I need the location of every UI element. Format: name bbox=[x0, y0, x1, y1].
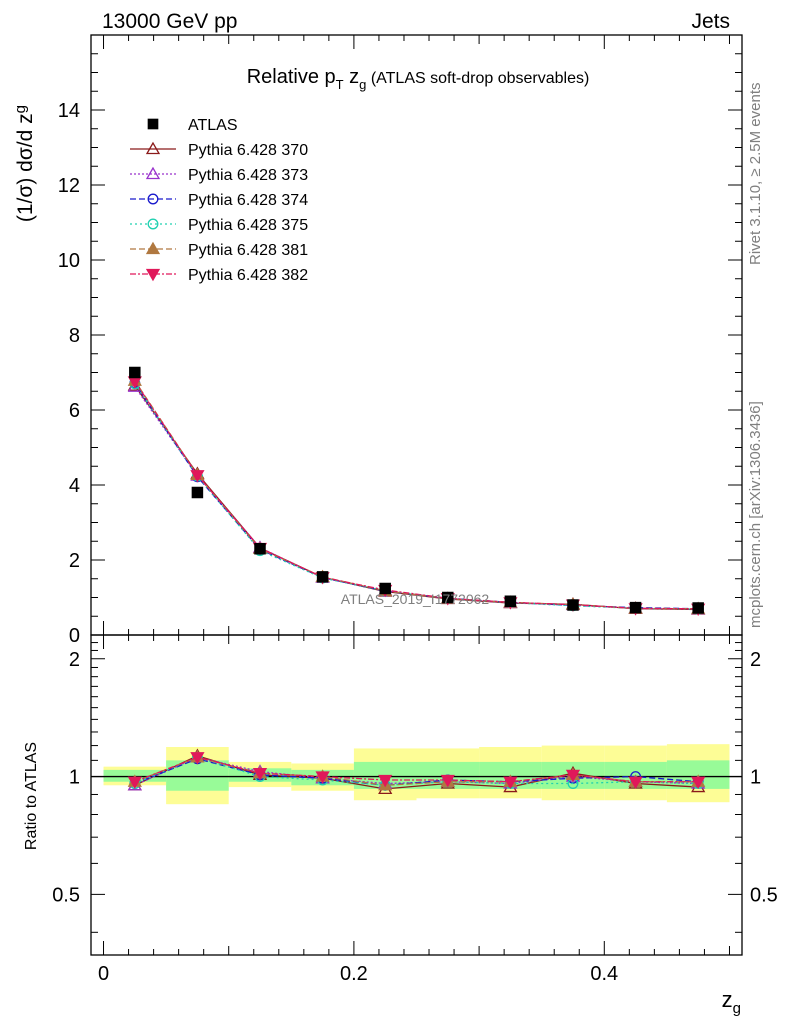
legend-entry: Pythia 6.428 382 bbox=[130, 267, 308, 284]
legend-entry: Pythia 6.428 373 bbox=[130, 166, 308, 184]
y-tick-label: 0 bbox=[69, 625, 80, 647]
data-point bbox=[129, 366, 141, 379]
ratio-series-line bbox=[134, 756, 699, 783]
ratio-series-point bbox=[440, 774, 455, 788]
data-point bbox=[692, 602, 704, 614]
ratio-tick-label-right: 0.5 bbox=[750, 884, 778, 906]
ratio-tick-label-right: 2 bbox=[750, 649, 761, 671]
data-point bbox=[316, 571, 329, 583]
y-tick-label: 4 bbox=[69, 475, 80, 497]
legend-marker bbox=[147, 218, 159, 230]
series-ratio-5 bbox=[127, 752, 706, 790]
legend-marker bbox=[145, 241, 161, 255]
energy-label: 13000 GeV pp bbox=[102, 10, 237, 33]
ratio-series-point bbox=[378, 774, 393, 788]
legend-marker bbox=[145, 141, 161, 155]
ratio-series-point bbox=[315, 771, 330, 784]
ratio-series-point bbox=[503, 776, 518, 790]
legend-label: Pythia 6.428 375 bbox=[188, 217, 308, 234]
rivet-version-label: Rivet 3.1.10, ≥ 2.5M events bbox=[747, 83, 764, 266]
y-tick-label: 6 bbox=[69, 400, 80, 422]
data-point bbox=[629, 601, 642, 614]
ratio-frame bbox=[90, 634, 743, 956]
legend-label: ATLAS bbox=[188, 117, 238, 134]
ratio-tick-label-right: 1 bbox=[750, 767, 761, 789]
ratio-axis-label: Ratio to ATLAS bbox=[23, 742, 40, 850]
ratio-series-point bbox=[252, 768, 268, 781]
series-line bbox=[134, 381, 699, 610]
data-point bbox=[504, 595, 517, 608]
mcplots-reference-label: mcplots.cern.ch [arXiv:1306.3436] bbox=[747, 401, 764, 628]
ratio-series-point bbox=[127, 776, 142, 790]
legend-entry: Pythia 6.428 375 bbox=[130, 217, 308, 234]
legend-marker bbox=[147, 118, 159, 130]
chart-title: Relative pT zg (ATLAS soft-drop observab… bbox=[247, 66, 590, 92]
analysis-watermark: ATLAS_2019_I1772062 bbox=[341, 591, 490, 607]
series-line bbox=[134, 380, 699, 610]
x-tick-label: 0.4 bbox=[590, 963, 618, 985]
data-point bbox=[379, 582, 391, 595]
ratio-tick-label: 0.5 bbox=[52, 884, 80, 906]
ratio-tick-label: 2 bbox=[69, 649, 80, 671]
x-tick-label: 0 bbox=[98, 963, 109, 985]
x-axis-label: zg bbox=[722, 987, 741, 1017]
legend-label: Pythia 6.428 370 bbox=[188, 142, 308, 159]
legend-label: Pythia 6.428 373 bbox=[188, 167, 308, 184]
y-axis-label: (1/σ) dσ/d zg bbox=[12, 105, 37, 222]
data-point bbox=[191, 486, 204, 499]
y-tick-label: 10 bbox=[58, 250, 80, 272]
legend: ATLAS Pythia 6.428 370 Pythia 6.428 373 Pyt… bbox=[130, 117, 308, 284]
series-line bbox=[134, 383, 699, 610]
data-point bbox=[254, 543, 266, 555]
legend-label: Pythia 6.428 382 bbox=[188, 267, 308, 284]
series-line bbox=[134, 385, 699, 611]
y-tick-label: 2 bbox=[69, 550, 80, 572]
ratio-series-point bbox=[628, 776, 643, 790]
legend-entry: Pythia 6.428 370 bbox=[130, 141, 308, 159]
ratio-series-point bbox=[691, 776, 706, 790]
legend-label: Pythia 6.428 374 bbox=[188, 192, 308, 209]
process-label: Jets bbox=[691, 10, 730, 33]
legend-marker bbox=[145, 166, 161, 180]
legend-entry: ATLAS bbox=[147, 117, 238, 134]
legend-label: Pythia 6.428 381 bbox=[188, 242, 308, 259]
y-tick-label: 12 bbox=[58, 175, 80, 197]
legend-entry: Pythia 6.428 374 bbox=[130, 192, 308, 209]
ratio-series-point bbox=[565, 769, 581, 783]
x-tick-label: 0.2 bbox=[340, 963, 368, 985]
data-point bbox=[567, 599, 579, 611]
ratio-panel: 0 0.2 0.4 0.5 0.5 1 1 2 2 bbox=[52, 634, 778, 985]
y-tick-label: 8 bbox=[69, 325, 80, 347]
legend-marker bbox=[145, 268, 161, 282]
data-series bbox=[129, 366, 704, 614]
y-tick-label: 14 bbox=[58, 100, 80, 122]
ratio-tick-label: 1 bbox=[69, 767, 80, 789]
series-line bbox=[134, 386, 699, 610]
ratio-series-point bbox=[190, 752, 205, 765]
legend-entry: Pythia 6.428 381 bbox=[130, 241, 308, 259]
legend-marker bbox=[147, 193, 159, 205]
data-point bbox=[442, 591, 454, 604]
series-line bbox=[134, 382, 699, 610]
series-point bbox=[190, 470, 205, 483]
